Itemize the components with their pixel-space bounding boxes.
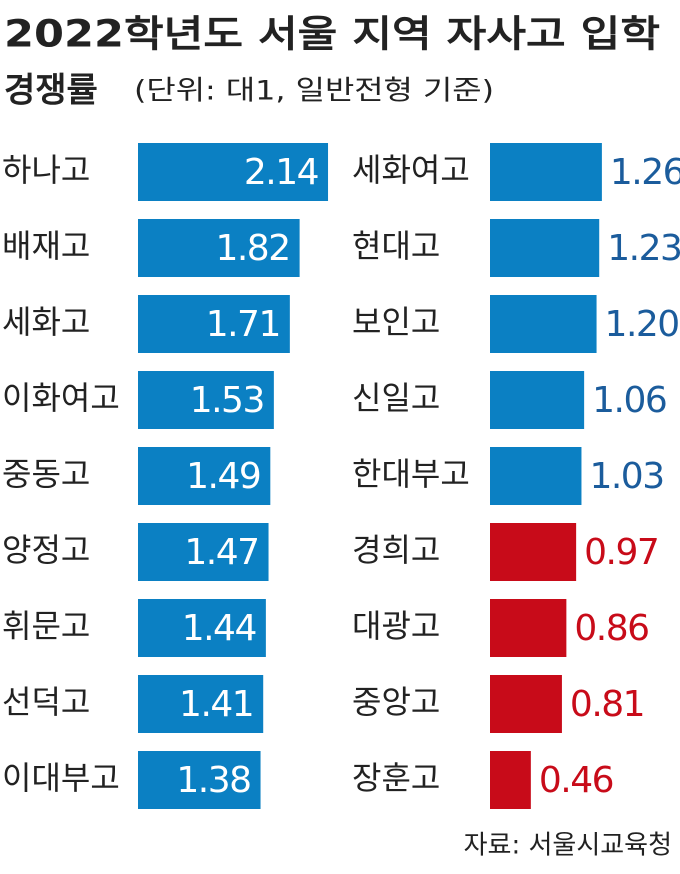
value-label: 1.41 (179, 684, 253, 725)
value-label: 1.03 (589, 456, 663, 497)
bar (490, 675, 562, 733)
bar (490, 295, 597, 353)
bar (490, 371, 585, 429)
bar (490, 599, 567, 657)
bar (138, 143, 329, 201)
category-label: 장훈고 (352, 759, 440, 797)
value-label: 1.38 (176, 760, 250, 801)
bar (138, 523, 269, 581)
category-label: 중동고 (2, 455, 90, 493)
category-label: 한대부고 (352, 455, 470, 493)
bar (138, 675, 264, 733)
category-label: 이화여고 (2, 379, 120, 417)
category-label: 보인고 (352, 303, 440, 341)
chart-title-line2: 경쟁률 (4, 71, 98, 111)
chart-subtitle: (단위: 대1, 일반전형 기준) (134, 76, 494, 107)
chart-title: 2022학년도 서울 지역 자사고 입학 (4, 13, 660, 56)
category-label: 대광고 (352, 607, 440, 645)
category-label: 세화여고 (352, 151, 470, 189)
bar (490, 447, 582, 505)
value-label: 0.81 (570, 684, 644, 725)
bar (490, 143, 602, 201)
bar (138, 599, 266, 657)
bar (138, 447, 271, 505)
bar (490, 523, 577, 581)
category-label: 하나고 (2, 151, 90, 189)
category-label: 휘문고 (2, 607, 90, 645)
category-label: 경희고 (352, 531, 440, 569)
source-note: 자료: 서울시교육청 (464, 831, 672, 861)
category-label: 중앙고 (352, 683, 440, 721)
category-label: 이대부고 (2, 759, 120, 797)
category-label: 세화고 (2, 303, 90, 341)
value-label: 0.46 (539, 760, 613, 801)
category-label: 현대고 (352, 227, 440, 265)
value-label: 1.47 (184, 532, 258, 573)
bar (138, 751, 261, 809)
bar (490, 751, 531, 809)
category-label: 선덕고 (2, 683, 90, 721)
value-label: 1.82 (215, 228, 289, 269)
value-label: 2.14 (244, 152, 318, 193)
bar (138, 219, 300, 277)
value-label: 0.97 (584, 532, 658, 573)
value-label: 1.06 (592, 380, 666, 421)
value-label: 1.26 (610, 152, 680, 193)
bar (490, 219, 600, 277)
category-label: 배재고 (2, 227, 90, 265)
value-label: 1.49 (186, 456, 260, 497)
value-label: 1.71 (206, 304, 280, 345)
value-label: 1.23 (607, 228, 680, 269)
category-label: 양정고 (2, 531, 90, 569)
bar (138, 295, 290, 353)
value-label: 1.20 (605, 304, 679, 345)
value-label: 0.86 (574, 608, 648, 649)
value-label: 1.53 (190, 380, 264, 421)
category-label: 신일고 (352, 379, 440, 417)
value-label: 1.44 (182, 608, 256, 649)
bar (138, 371, 274, 429)
